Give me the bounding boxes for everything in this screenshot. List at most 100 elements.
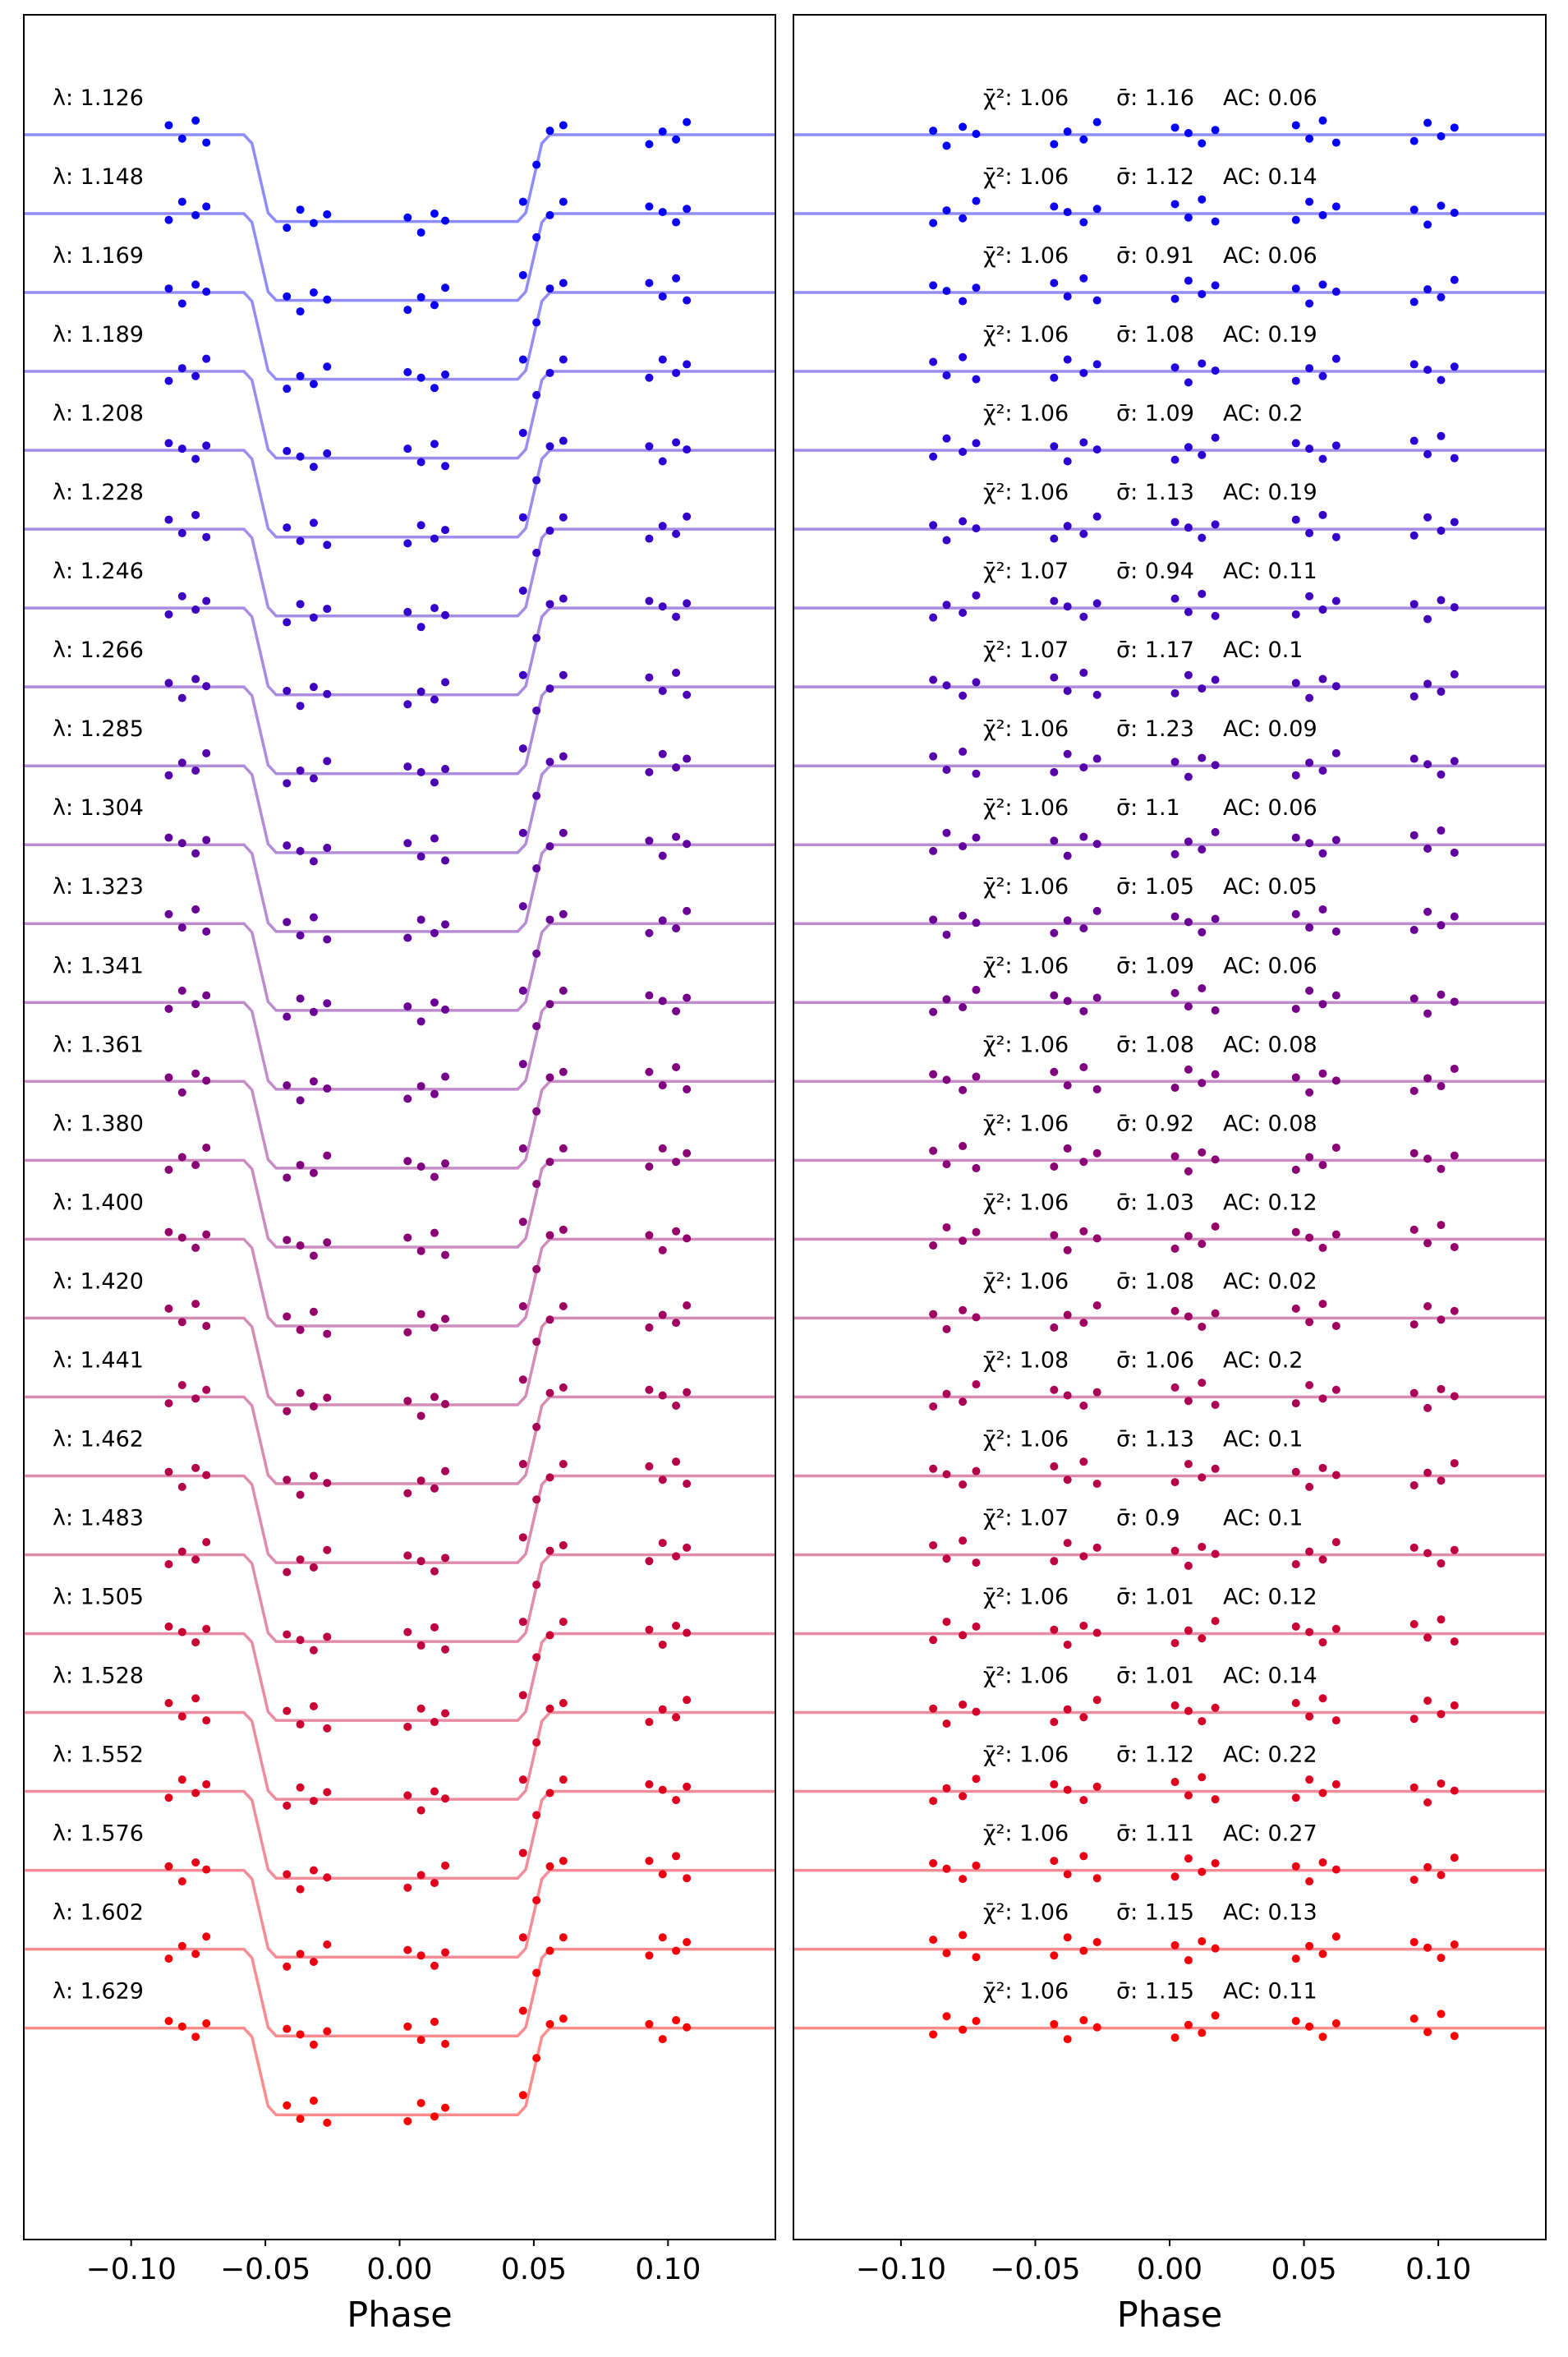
data-point — [403, 1233, 412, 1242]
data-point — [323, 1873, 332, 1882]
data-point — [645, 928, 654, 937]
data-point — [1437, 1871, 1446, 1880]
data-point — [1198, 1634, 1207, 1643]
data-point — [191, 849, 200, 858]
annotation: χ̄²: 1.06 — [983, 1585, 1069, 1610]
data-point — [1291, 1559, 1300, 1568]
data-point — [545, 527, 554, 536]
data-point — [441, 462, 450, 471]
data-point — [645, 673, 654, 682]
data-point — [518, 1144, 527, 1153]
data-point — [518, 1848, 527, 1858]
data-point — [403, 607, 412, 616]
data-point — [959, 1536, 968, 1545]
data-point — [559, 752, 568, 761]
data-point — [929, 1858, 938, 1867]
data-point — [1331, 354, 1340, 363]
data-point — [1437, 1082, 1446, 1091]
data-point — [202, 991, 211, 1000]
data-point — [1423, 2028, 1432, 2037]
data-point — [202, 1471, 211, 1480]
data-point — [1211, 827, 1220, 836]
data-point — [959, 1931, 968, 1940]
data-point — [942, 1864, 951, 1873]
data-point — [1291, 833, 1300, 842]
data-point — [532, 390, 541, 399]
data-point — [1437, 1164, 1446, 1173]
data-point — [1437, 201, 1446, 210]
data-point — [296, 1096, 305, 1105]
data-point — [683, 1543, 692, 1552]
annotation: AC: 0.12 — [1223, 1585, 1317, 1610]
data-point — [972, 1072, 981, 1081]
data-point — [658, 127, 667, 136]
annotation: χ̄²: 1.06 — [983, 1032, 1069, 1057]
data-point — [672, 1158, 681, 1167]
data-point — [1211, 1944, 1220, 1953]
data-point — [441, 856, 450, 865]
data-point — [441, 1861, 450, 1870]
model-line — [24, 133, 775, 223]
data-point — [1331, 202, 1340, 211]
data-point — [1291, 1862, 1300, 1871]
data-point — [658, 2035, 667, 2044]
data-point — [323, 449, 332, 458]
data-point — [177, 986, 186, 995]
data-point — [296, 1241, 305, 1250]
data-point — [296, 994, 305, 1003]
data-point — [1050, 442, 1059, 451]
data-point — [164, 679, 173, 688]
data-point — [1092, 754, 1101, 763]
data-point — [672, 218, 681, 227]
data-point — [1331, 836, 1340, 845]
data-point — [1450, 1940, 1459, 1949]
data-point — [1450, 1637, 1459, 1646]
data-point — [959, 911, 968, 920]
data-point — [1437, 1476, 1446, 1485]
annotation: σ̄: 1.01 — [1116, 1664, 1194, 1689]
data-point — [942, 828, 951, 837]
data-point — [283, 1312, 292, 1321]
data-point — [929, 613, 938, 622]
data-point — [559, 1067, 568, 1076]
data-point — [1079, 832, 1088, 841]
x-tick-label: 0.05 — [501, 2253, 567, 2286]
data-point — [683, 906, 692, 915]
data-point — [1409, 754, 1419, 763]
x-tick-label: 0.10 — [1405, 2253, 1471, 2286]
data-point — [658, 1391, 667, 1400]
data-point — [1318, 371, 1327, 380]
data-point — [1305, 1877, 1314, 1886]
data-point — [441, 1554, 450, 1563]
data-point — [1170, 912, 1179, 921]
annotation: χ̄²: 1.06 — [983, 953, 1069, 978]
data-point — [532, 1337, 541, 1347]
data-point — [518, 2091, 527, 2100]
data-point — [1063, 1870, 1072, 1879]
data-point — [441, 765, 450, 774]
data-point — [1050, 373, 1059, 382]
data-point — [403, 1397, 412, 1406]
data-point — [545, 1473, 554, 1482]
data-point — [972, 375, 981, 384]
data-point — [1423, 1301, 1432, 1310]
data-point — [1198, 753, 1207, 762]
data-point — [1423, 1239, 1432, 1248]
data-point — [1184, 276, 1193, 285]
data-point — [672, 1319, 681, 1328]
series-label: λ: 1.576 — [53, 1821, 144, 1847]
data-point — [1198, 533, 1207, 542]
data-point — [1170, 1872, 1179, 1881]
data-point — [518, 1060, 527, 1069]
data-point — [1305, 923, 1314, 932]
data-point — [296, 1636, 305, 1645]
data-point — [1170, 1083, 1179, 1092]
data-point — [929, 1402, 938, 1411]
data-point — [1198, 1473, 1207, 1482]
data-point — [1409, 531, 1419, 540]
data-point — [942, 1949, 951, 1958]
data-point — [283, 1081, 292, 1090]
data-point — [972, 985, 981, 994]
data-point — [296, 1783, 305, 1792]
data-point — [1450, 1306, 1459, 1315]
